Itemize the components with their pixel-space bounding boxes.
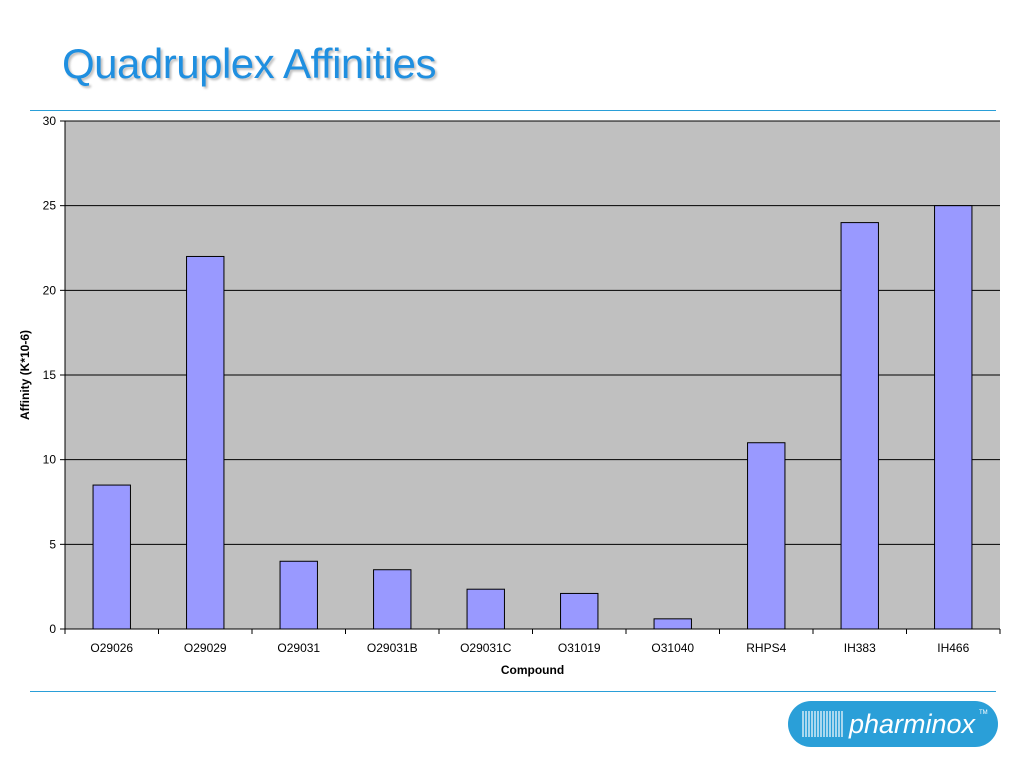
x-tick-label: O29029: [184, 641, 227, 655]
y-tick-label: 0: [49, 622, 56, 636]
logo-trademark: TM: [979, 710, 988, 716]
y-tick-label: 15: [43, 368, 57, 382]
bar-o29031b: [373, 569, 412, 630]
y-axis-title: Affinity (K*10-6): [18, 330, 32, 420]
bar-o31019: [560, 592, 599, 630]
x-tick-label: RHPS4: [746, 641, 786, 655]
bar-ih383: [840, 222, 879, 630]
x-tick-label: O29031C: [460, 641, 512, 655]
pharminox-logo: pharminox TM: [787, 700, 999, 748]
axes: [60, 120, 1001, 634]
x-tick-label: O29031: [277, 641, 320, 655]
y-tick-labels: 0 5 10 15 20 25 30: [43, 114, 57, 636]
x-tick-labels: O29026 O29029 O29031 O29031B O29031C O31019 O3…: [90, 641, 969, 655]
slide-title: Quadruplex Affinities: [62, 40, 436, 87]
bar-o31040: [653, 618, 692, 630]
x-tick-label: O31040: [651, 641, 694, 655]
bar-ih466: [934, 205, 973, 630]
y-tick-label: 10: [43, 453, 57, 467]
bar-o29029: [186, 255, 225, 630]
bar-o29026: [92, 484, 131, 630]
y-tick-label: 25: [43, 199, 57, 213]
bars: [92, 205, 973, 630]
y-tick-label: 5: [49, 537, 56, 551]
x-tick-label: IH383: [844, 641, 876, 655]
x-tick-label: IH466: [937, 641, 969, 655]
bar-o29031: [279, 560, 318, 630]
y-tick-label: 20: [43, 283, 57, 297]
bar-o29031c: [466, 588, 505, 630]
logo-wordmark: pharminox: [848, 709, 977, 739]
x-axis-title: Compound: [501, 663, 564, 677]
x-tick-label: O31019: [558, 641, 601, 655]
x-tick-label: O29026: [90, 641, 133, 655]
title-divider: [30, 110, 996, 111]
x-tick-label: O29031B: [367, 641, 418, 655]
y-tick-label: 30: [43, 114, 57, 128]
bar-rhps4: [747, 442, 786, 630]
footer-divider: [30, 691, 996, 692]
